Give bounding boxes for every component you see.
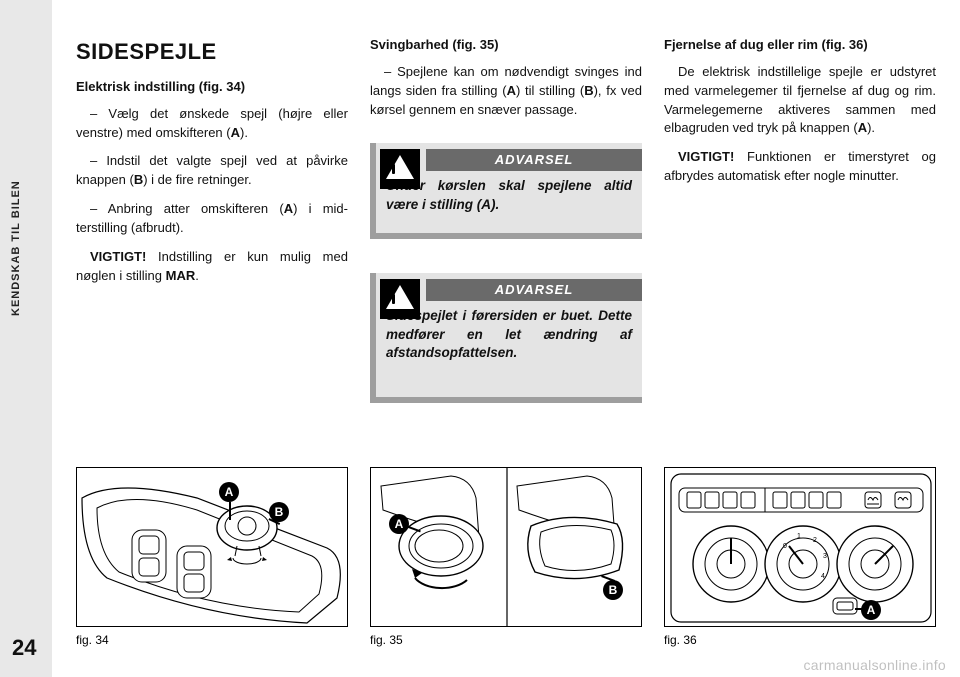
figures-row: A B fig. 34	[76, 467, 936, 657]
sidebar-section-label: KENDSKAB TIL BILEN	[10, 16, 30, 316]
warning-label: ADVARSEL	[426, 279, 642, 301]
warning-label: ADVARSEL	[426, 149, 642, 171]
figure-box: A B	[370, 467, 642, 627]
subheading: Elektrisk indstilling (fig. 34)	[76, 78, 348, 97]
content-columns: SIDESPEJLE Elektrisk indstilling (fig. 3…	[76, 36, 936, 466]
warning-icon	[380, 279, 420, 319]
figure-caption: fig. 36	[664, 633, 936, 647]
svg-text:0: 0	[783, 543, 787, 550]
figure-caption: fig. 35	[370, 633, 642, 647]
paragraph: De elektrisk indstillelige spejle er ud­…	[664, 63, 936, 138]
manual-page: KENDSKAB TIL BILEN 24 SIDESPEJLE Elektri…	[0, 0, 960, 677]
paragraph: – Vælg det ønskede spejl (højre eller ve…	[76, 105, 348, 143]
paragraph: – Anbring atter omskifteren (A) i mid­te…	[76, 200, 348, 238]
column-1: SIDESPEJLE Elektrisk indstilling (fig. 3…	[76, 36, 348, 466]
subheading: Svingbarhed (fig. 35)	[370, 36, 642, 55]
paragraph: – Spejlene kan om nødvendigt svinges ind…	[370, 63, 642, 120]
watermark: carmanualsonline.info	[804, 657, 947, 673]
figure-34-illustration	[77, 468, 348, 627]
svg-text:4: 4	[821, 573, 825, 580]
figure-box: 0 1 2 3 4	[664, 467, 936, 627]
svg-text:2: 2	[813, 537, 817, 544]
paragraph: – Indstil det valgte spejl ved at påvirk…	[76, 152, 348, 190]
paragraph: VIGTIGT! Funktionen er timerstyret og af…	[664, 148, 936, 186]
warning-text: Under kørslen skal spejle­ne altid være …	[386, 178, 632, 211]
figure-36: 0 1 2 3 4	[664, 467, 936, 657]
warning-icon	[380, 149, 420, 189]
warning-box: Under kørslen skal spejle­ne altid være …	[370, 143, 642, 239]
column-3: Fjernelse af dug eller rim (fig. 36) De …	[664, 36, 936, 466]
callout-pin-b: B	[603, 580, 623, 600]
sidebar: KENDSKAB TIL BILEN 24	[0, 0, 52, 677]
figure-35: A B fig. 35	[370, 467, 642, 657]
figure-36-illustration: 0 1 2 3 4	[665, 468, 936, 627]
warning-text: Sidespejlet i førersiden er buet. Dette …	[386, 308, 632, 359]
subheading: Fjernelse af dug eller rim (fig. 36)	[664, 36, 936, 55]
column-2: Svingbarhed (fig. 35) – Spejlene kan om …	[370, 36, 642, 466]
page-title: SIDESPEJLE	[76, 36, 348, 68]
callout-pin-a: A	[219, 482, 239, 502]
page-number: 24	[12, 635, 36, 661]
figure-caption: fig. 34	[76, 633, 348, 647]
callout-pin-a: A	[861, 600, 881, 620]
svg-text:3: 3	[823, 553, 827, 560]
figure-box: A B	[76, 467, 348, 627]
figure-34: A B fig. 34	[76, 467, 348, 657]
paragraph: VIGTIGT! Indstilling er kun mulig med nø…	[76, 248, 348, 286]
callout-pin-a: A	[389, 514, 409, 534]
svg-text:1: 1	[797, 533, 801, 540]
figure-35-illustration	[371, 468, 642, 627]
warning-box: Sidespejlet i førersiden er buet. Dette …	[370, 273, 642, 403]
